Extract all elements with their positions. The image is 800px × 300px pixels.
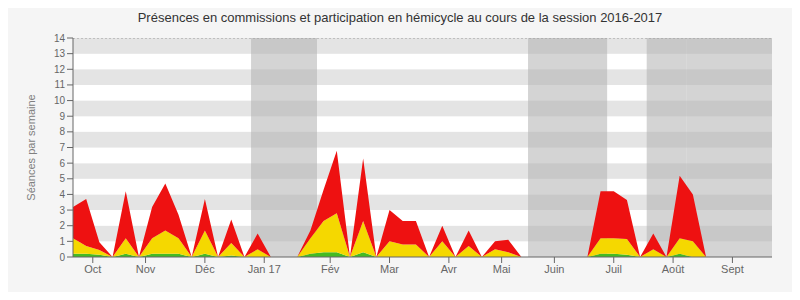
svg-text:11: 11 [55, 79, 66, 90]
svg-text:Mai: Mai [493, 263, 511, 275]
svg-text:1: 1 [59, 236, 65, 247]
svg-text:Août: Août [662, 263, 685, 275]
svg-text:Mar: Mar [380, 263, 399, 275]
svg-text:4: 4 [59, 189, 65, 200]
svg-text:9: 9 [59, 111, 65, 122]
svg-text:Séances par semaine: Séances par semaine [25, 94, 37, 200]
svg-text:3: 3 [59, 205, 65, 216]
svg-text:Jan 17: Jan 17 [248, 263, 281, 275]
svg-text:Avr: Avr [441, 263, 458, 275]
svg-text:10: 10 [54, 95, 66, 106]
svg-text:7: 7 [59, 142, 65, 153]
svg-text:Oct: Oct [84, 263, 101, 275]
svg-text:Fév: Fév [321, 263, 340, 275]
svg-text:Sept: Sept [721, 263, 744, 275]
html-text:Présences en commissions et pa: Présences en commissions et participatio… [137, 10, 663, 25]
svg-text:6: 6 [59, 158, 65, 169]
svg-text:Nov: Nov [136, 263, 156, 275]
svg-text:2: 2 [59, 220, 65, 231]
svg-text:5: 5 [59, 173, 65, 184]
svg-text:12: 12 [54, 64, 66, 75]
svg-text:14: 14 [54, 33, 66, 44]
svg-text:0: 0 [59, 252, 65, 263]
svg-text:Juin: Juin [544, 263, 564, 275]
svg-text:Déc: Déc [195, 263, 215, 275]
svg-text:Juil: Juil [605, 263, 622, 275]
svg-text:8: 8 [59, 126, 65, 137]
svg-text:13: 13 [54, 48, 66, 59]
